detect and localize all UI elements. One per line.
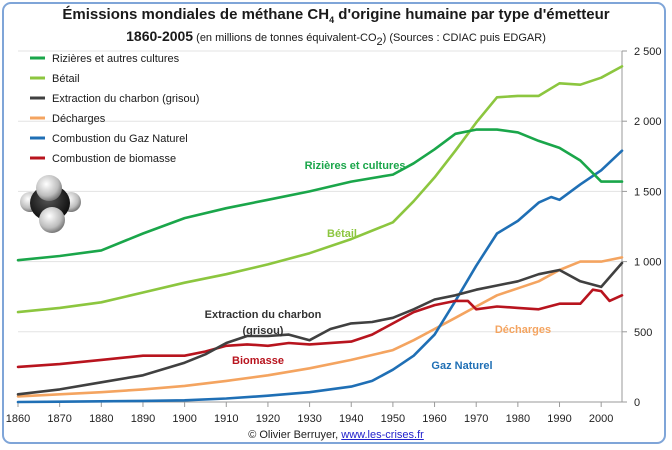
grid-lines bbox=[18, 50, 622, 333]
subtitle-units: (en millions de tonnes équivalent-CO bbox=[193, 32, 377, 44]
subtitle-subscript: 2 bbox=[376, 35, 383, 48]
x-tick-label: 2000 bbox=[589, 413, 613, 425]
methane-molecule-icon bbox=[20, 175, 81, 233]
x-tick-label: 1960 bbox=[422, 413, 446, 425]
x-tick-label: 1970 bbox=[464, 413, 488, 425]
annotation-label: Décharges bbox=[495, 324, 551, 336]
x-tick-label: 1900 bbox=[172, 413, 196, 425]
y-tick-label: 2 500 bbox=[634, 46, 662, 58]
chart-subtitle: 1860-2005 (en millions de tonnes équival… bbox=[0, 28, 672, 48]
chart-title: Émissions mondiales de méthane CH4 d'ori… bbox=[0, 6, 672, 25]
title-subscript: 4 bbox=[329, 15, 335, 25]
annotation-label: Rizières et cultures bbox=[305, 160, 406, 172]
y-tick-label: 1 000 bbox=[634, 257, 662, 269]
title-text: Émissions mondiales de méthane CH bbox=[62, 6, 330, 23]
annotation-label: (grisou) bbox=[243, 325, 284, 337]
credit-link[interactable]: www.les-crises.fr bbox=[341, 429, 424, 441]
legend-label: Rizières et autres cultures bbox=[52, 53, 180, 65]
series-annotations: Rizières et cultures Bétail Extraction du … bbox=[205, 160, 552, 372]
series-line-1 bbox=[16, 65, 624, 314]
subtitle-years: 1860-2005 bbox=[126, 28, 194, 44]
annotation-label: Bétail bbox=[327, 228, 357, 240]
series-layer bbox=[16, 65, 624, 404]
legend-label: Décharges bbox=[52, 113, 106, 125]
annotation-label: Gaz Naturel bbox=[431, 360, 492, 372]
credit-text: © Olivier Berruyer, bbox=[248, 429, 342, 441]
x-tick-label: 1890 bbox=[131, 413, 155, 425]
axes: 0 500 1 000 1 500 2 000 2 500 1860 1870 1880 1890… bbox=[6, 46, 662, 425]
series-line-2 bbox=[16, 261, 624, 396]
legend: Rizières et autres cultures Bétail Extract… bbox=[30, 53, 199, 165]
x-tick-label: 1980 bbox=[506, 413, 530, 425]
x-tick-label: 1990 bbox=[547, 413, 571, 425]
legend-label: Bétail bbox=[52, 73, 80, 85]
chart-frame bbox=[2, 2, 666, 444]
x-tick-label: 1920 bbox=[256, 413, 280, 425]
x-tick-label: 1860 bbox=[6, 413, 30, 425]
series-line-5 bbox=[16, 288, 624, 369]
annotation-label: Extraction du charbon bbox=[205, 309, 322, 321]
x-tick-label: 1940 bbox=[339, 413, 363, 425]
x-tick-label: 1950 bbox=[381, 413, 405, 425]
y-tick-label: 500 bbox=[634, 327, 652, 339]
x-tick-label: 1870 bbox=[47, 413, 71, 425]
legend-label: Combustion du Gaz Naturel bbox=[52, 133, 188, 145]
legend-label: Combustion de biomasse bbox=[52, 153, 176, 165]
y-tick-label: 0 bbox=[634, 397, 640, 409]
series-line-0 bbox=[16, 128, 624, 262]
x-tick-label: 1930 bbox=[297, 413, 321, 425]
annotation-label: Biomasse bbox=[232, 355, 284, 367]
x-tick-label: 1880 bbox=[89, 413, 113, 425]
title-text-end: d'origine humaine par type d'émetteur bbox=[334, 6, 610, 23]
credit: © Olivier Berruyer, www.les-crises.fr bbox=[0, 429, 672, 441]
series-line-4 bbox=[16, 149, 624, 404]
x-tick-label: 1910 bbox=[214, 413, 238, 425]
series-line-3 bbox=[16, 256, 624, 398]
subtitle-sources: ) (Sources : CDIAC puis EDGAR) bbox=[382, 32, 546, 44]
legend-label: Extraction du charbon (grisou) bbox=[52, 93, 199, 105]
y-tick-label: 1 500 bbox=[634, 186, 662, 198]
y-tick-label: 2 000 bbox=[634, 116, 662, 128]
